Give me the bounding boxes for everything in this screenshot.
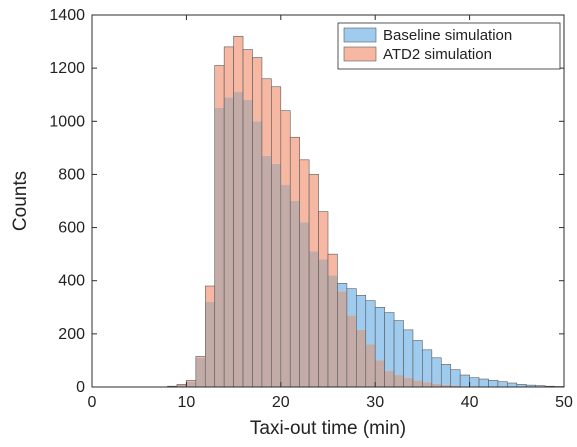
bars-layer [168,36,564,387]
baseline-bar-top-35 [422,350,431,382]
y-tick-label-800: 800 [58,166,85,183]
atd2-bar-top-23 [309,174,318,251]
baseline-bar-top-26 [337,283,346,291]
atd2-bar-top-24 [319,212,328,260]
baseline-bar-top-31 [385,313,394,371]
overlap-bar-17 [252,121,261,387]
overlap-bar-29 [366,344,375,387]
atd2-bar-top-19 [271,87,280,164]
y-axis-label: Counts [10,171,31,231]
overlap-bar-20 [281,185,290,387]
overlap-bar-23 [309,251,318,387]
overlap-bar-24 [319,259,328,387]
atd2-bar-top-14 [224,47,233,97]
atd2-bar-top-16 [243,50,252,100]
overlap-bar-25 [328,275,337,387]
baseline-bar-top-30 [375,307,384,360]
overlap-bar-34 [413,380,422,387]
baseline-bar-top-33 [404,330,413,378]
y-tick-label-400: 400 [58,273,85,290]
baseline-bar-top-29 [366,301,375,345]
overlap-bar-16 [243,100,252,387]
baseline-bar-top-28 [356,295,365,330]
legend-label-0: Baseline simulation [383,27,512,44]
baseline-bar-top-32 [394,321,403,375]
overlap-bar-35 [422,382,431,387]
atd2-bar-top-20 [281,111,290,185]
baseline-bar-top-37 [441,364,450,384]
overlap-bar-11 [196,358,205,387]
overlap-bar-26 [337,291,346,387]
overlap-bar-22 [300,222,309,387]
atd2-bar-top-21 [290,137,299,201]
baseline-bar-top-27 [347,289,356,316]
overlap-bar-21 [290,201,299,387]
overlap-bar-32 [394,375,403,387]
atd2-bar-top-17 [252,58,261,122]
overlap-bar-12 [205,302,214,387]
overlap-bar-30 [375,360,384,387]
overlap-bar-15 [234,92,243,387]
x-axis-label: Taxi-out time (min) [250,418,406,439]
legend-swatch-1 [344,47,376,61]
legend-swatch-0 [344,28,376,42]
atd2-bar-top-12 [205,286,214,302]
atd2-bar-top-13 [215,65,224,108]
y-tick-label-0: 0 [76,379,85,396]
x-tick-label-10: 10 [178,394,196,411]
y-tick-label-1000: 1000 [49,113,85,130]
y-tick-label-1200: 1200 [49,60,85,77]
overlap-bar-33 [404,378,413,387]
x-tick-label-30: 30 [366,394,384,411]
x-tick-label-50: 50 [555,394,573,411]
y-tick-label-600: 600 [58,220,85,237]
atd2-bar-top-18 [262,79,271,156]
legend: Baseline simulation ATD2 simulation [338,23,560,69]
overlap-bar-14 [224,97,233,387]
y-tick-label-1400: 1400 [49,7,85,24]
baseline-bar-top-44 [507,383,516,387]
baseline-bar-top-43 [498,382,507,387]
overlap-bar-28 [356,330,365,387]
baseline-bar-top-39 [460,375,469,386]
baseline-bar-top-34 [413,341,422,381]
x-tick-label-20: 20 [272,394,290,411]
overlap-bar-13 [215,108,224,387]
overlap-bar-27 [347,315,356,387]
baseline-bar-top-40 [470,378,479,387]
baseline-bar-top-41 [479,379,488,387]
baseline-bar-top-36 [432,358,441,384]
overlap-bar-10 [186,382,195,387]
atd2-bar-top-15 [234,36,243,92]
x-tick-label-40: 40 [461,394,479,411]
y-tick-label-200: 200 [58,326,85,343]
overlap-bar-31 [385,371,394,387]
baseline-bar-top-38 [451,370,460,386]
atd2-bar-top-25 [328,254,337,275]
baseline-bar-top-42 [488,380,497,387]
atd2-bar-top-22 [300,160,309,222]
legend-label-1: ATD2 simulation [383,46,492,63]
x-tick-label-0: 0 [88,394,97,411]
overlap-bar-18 [262,156,271,387]
overlap-bar-19 [271,164,280,387]
